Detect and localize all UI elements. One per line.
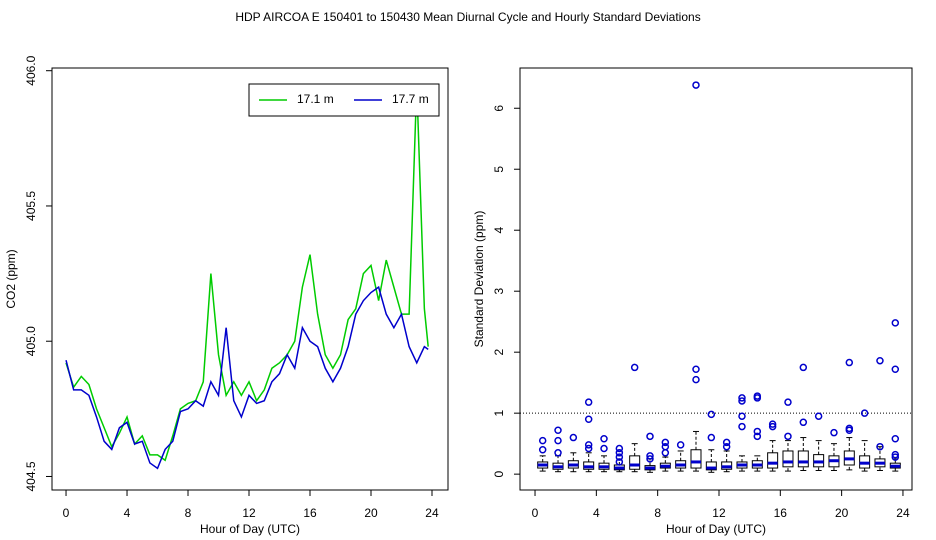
outlier — [692, 375, 700, 384]
x-tick-label: 16 — [303, 506, 317, 520]
outlier — [768, 420, 777, 428]
x-axis-title: Hour of Day (UTC) — [200, 522, 300, 536]
outlier — [584, 398, 593, 406]
outlier — [646, 455, 654, 463]
data-line — [65, 84, 429, 462]
box — [629, 455, 641, 470]
outlier — [891, 319, 900, 327]
box — [767, 452, 779, 469]
x-tick-label: 12 — [712, 506, 726, 520]
outlier — [661, 442, 670, 451]
box — [705, 461, 717, 471]
y-tick-label: 404.5 — [24, 461, 38, 491]
x-tick-label: 8 — [654, 506, 661, 520]
outlier — [891, 435, 900, 443]
outlier — [876, 356, 884, 365]
x-tick-label: 20 — [835, 506, 849, 520]
outlier — [707, 410, 716, 419]
outlier — [845, 358, 854, 367]
outlier — [584, 444, 593, 453]
x-tick-label: 4 — [593, 506, 600, 520]
x-tick-label: 0 — [532, 506, 539, 520]
outlier — [845, 426, 854, 434]
outlier — [569, 433, 578, 442]
y-tick-label: 3 — [492, 288, 506, 295]
x-tick-label: 24 — [896, 506, 910, 520]
outlier — [768, 422, 777, 431]
plot-frame — [519, 67, 913, 491]
outlier — [692, 81, 700, 89]
y-tick-label: 406.0 — [24, 55, 38, 85]
y-axis-title: Standard Deviation (ppm) — [472, 211, 486, 348]
legend-label: 17.1 m — [297, 92, 334, 106]
outlier — [692, 365, 700, 374]
outlier — [615, 449, 624, 457]
outlier — [738, 412, 746, 420]
outlier — [600, 435, 608, 443]
outlier — [554, 426, 562, 434]
outlier — [538, 446, 547, 454]
y-tick-label: 5 — [492, 166, 506, 173]
outlier — [876, 442, 884, 451]
chart-title: HDP AIRCOA E 150401 to 150430 Mean Diurn… — [235, 10, 700, 24]
outlier — [860, 409, 869, 417]
y-tick-label: 6 — [492, 105, 506, 112]
outlier — [738, 422, 746, 431]
outlier — [722, 438, 731, 447]
y-tick-label: 2 — [492, 349, 506, 356]
outlier — [554, 436, 562, 445]
outlier — [615, 453, 624, 461]
outlier — [630, 363, 639, 372]
outlier — [753, 394, 762, 402]
outlier — [784, 432, 792, 441]
outlier — [646, 432, 654, 441]
outlier — [753, 427, 762, 436]
outlier — [707, 433, 716, 442]
outlier — [830, 428, 838, 437]
outlier — [646, 452, 654, 460]
outlier — [615, 458, 624, 466]
outlier — [600, 444, 608, 453]
x-tick-label: 4 — [124, 506, 131, 520]
x-axis-title: Hour of Day (UTC) — [666, 522, 766, 536]
outlier — [661, 438, 670, 447]
outlier — [753, 432, 762, 441]
plot-frame — [51, 67, 449, 491]
outlier — [584, 415, 593, 424]
outlier — [784, 398, 792, 406]
y-tick-label: 405.0 — [24, 326, 38, 356]
outlier — [738, 397, 746, 405]
outlier — [584, 441, 593, 449]
outlier — [554, 449, 562, 457]
outlier — [891, 450, 900, 459]
x-tick-label: 16 — [774, 506, 788, 520]
box — [690, 449, 702, 469]
outlier — [814, 412, 823, 420]
x-tick-label: 0 — [63, 506, 70, 520]
y-axis-title: CO2 (ppm) — [4, 249, 18, 308]
outlier — [722, 442, 731, 451]
outlier — [676, 441, 685, 449]
outlier — [615, 444, 624, 453]
legend-label: 17.7 m — [392, 92, 429, 106]
x-tick-label: 24 — [425, 506, 439, 520]
outlier — [891, 453, 900, 461]
y-tick-label: 4 — [492, 227, 506, 234]
outlier — [538, 436, 547, 445]
data-line — [65, 285, 429, 470]
outlier — [738, 394, 746, 402]
outlier — [891, 365, 900, 374]
y-tick-label: 1 — [492, 410, 506, 417]
outlier — [799, 418, 808, 427]
x-tick-label: 20 — [364, 506, 378, 520]
y-tick-label: 0 — [492, 470, 506, 477]
outlier — [799, 363, 808, 372]
outlier — [661, 449, 670, 457]
x-tick-label: 8 — [185, 506, 192, 520]
x-tick-label: 12 — [242, 506, 256, 520]
box — [797, 450, 809, 468]
box — [782, 450, 794, 468]
y-tick-label: 405.5 — [24, 191, 38, 221]
